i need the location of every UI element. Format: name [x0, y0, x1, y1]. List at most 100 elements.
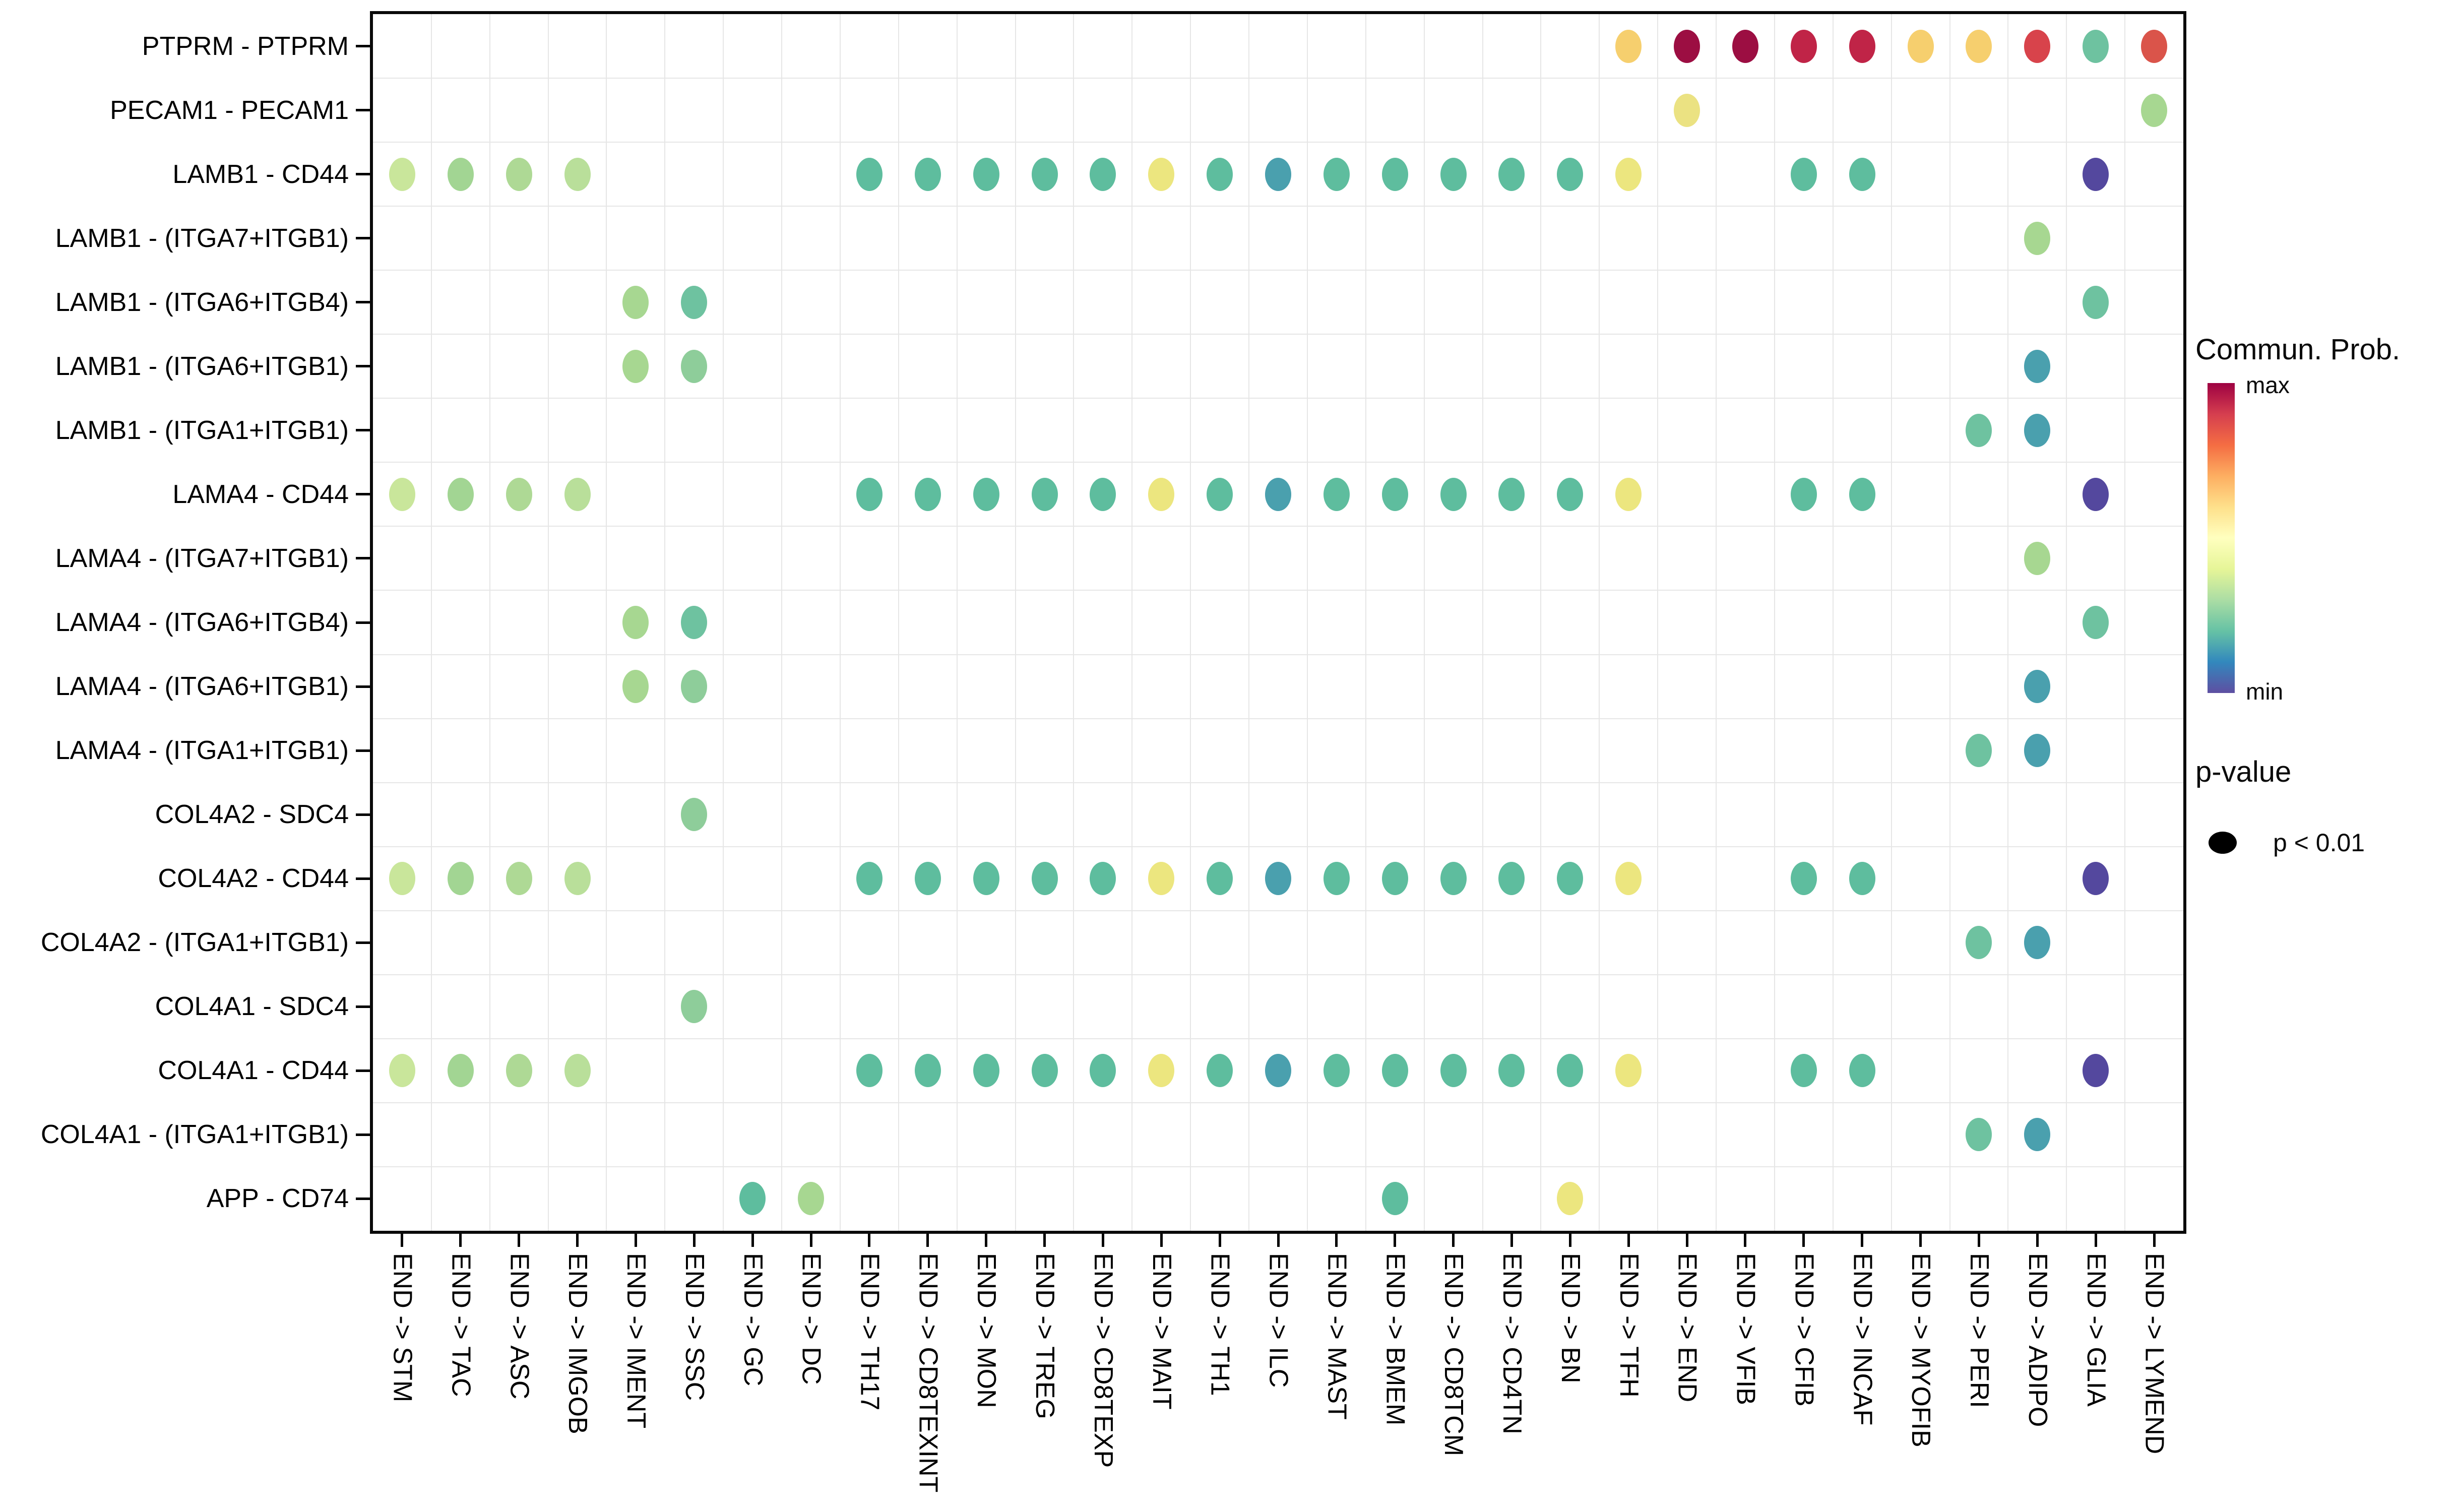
x-axis-label: END -> STM: [388, 1253, 417, 1403]
y-axis-label: LAMB1 - CD44: [172, 159, 349, 189]
colorbar: [2208, 383, 2235, 693]
y-axis-label: COL4A1 - CD44: [158, 1056, 349, 1086]
data-point: [1790, 862, 1817, 896]
data-point: [1207, 1054, 1233, 1088]
data-point: [1498, 477, 1525, 511]
y-axis-tick: [356, 557, 370, 560]
data-point: [2083, 606, 2109, 639]
x-axis-tick: [518, 1234, 521, 1247]
y-axis-label: COL4A1 - SDC4: [155, 992, 349, 1022]
data-point: [1148, 862, 1175, 896]
data-point: [506, 1054, 532, 1088]
vertical-gridline: [723, 14, 724, 1231]
x-axis-tick: [985, 1234, 988, 1247]
x-axis-tick: [401, 1234, 404, 1247]
horizontal-gridline: [373, 270, 2183, 271]
data-point: [1031, 1054, 1058, 1088]
x-axis-tick: [1802, 1234, 1805, 1247]
horizontal-gridline: [373, 718, 2183, 719]
x-axis-tick: [1510, 1234, 1513, 1247]
horizontal-gridline: [373, 398, 2183, 399]
y-axis-label: LAMA4 - (ITGA1+ITGB1): [55, 736, 349, 766]
data-point: [1090, 862, 1116, 896]
x-axis-tick: [1977, 1234, 1980, 1247]
data-point: [447, 1054, 474, 1088]
colorbar-min-label: min: [2246, 678, 2284, 705]
y-axis-tick: [356, 45, 370, 48]
data-point: [1674, 93, 1700, 127]
vertical-gridline: [489, 14, 490, 1231]
x-axis-label: END -> SSC: [679, 1253, 709, 1401]
data-point: [856, 157, 883, 191]
x-axis-tick: [2094, 1234, 2097, 1247]
data-point: [1557, 477, 1584, 511]
data-point: [1381, 157, 1408, 191]
data-point: [856, 1054, 883, 1088]
data-point: [1615, 477, 1642, 511]
data-point: [506, 477, 532, 511]
y-axis-tick: [356, 237, 370, 240]
data-point: [739, 1182, 766, 1216]
horizontal-gridline: [373, 846, 2183, 847]
data-point: [2141, 29, 2168, 63]
y-axis-tick: [356, 621, 370, 624]
data-point: [2141, 93, 2168, 127]
x-axis-label: END -> IMENT: [621, 1253, 651, 1429]
data-point: [2083, 157, 2109, 191]
data-point: [2024, 221, 2051, 255]
data-point: [1732, 29, 1758, 63]
x-axis-label: END -> LYMEND: [2139, 1253, 2169, 1455]
data-point: [681, 670, 708, 704]
data-point: [1090, 1054, 1116, 1088]
x-axis-tick: [1394, 1234, 1397, 1247]
y-axis-tick: [356, 493, 370, 496]
x-axis-label: END -> DC: [796, 1253, 826, 1385]
data-point: [1498, 1054, 1525, 1088]
data-point: [1557, 1182, 1584, 1216]
data-point: [1790, 1054, 1817, 1088]
x-axis-label: END -> CD8TEXP: [1088, 1253, 1118, 1468]
data-point: [1615, 862, 1642, 896]
x-axis-label: END -> VFIB: [1731, 1253, 1760, 1405]
y-axis-tick: [356, 429, 370, 432]
data-point: [1966, 926, 1992, 960]
data-point: [1966, 1118, 1992, 1152]
x-axis-tick: [1919, 1234, 1922, 1247]
horizontal-gridline: [373, 142, 2183, 143]
vertical-gridline: [1540, 14, 1542, 1231]
horizontal-gridline: [373, 974, 2183, 975]
data-point: [2024, 1118, 2051, 1152]
vertical-gridline: [1891, 14, 1892, 1231]
data-point: [1615, 1054, 1642, 1088]
x-axis-tick: [1452, 1234, 1455, 1247]
y-axis-tick: [356, 109, 370, 112]
data-point: [973, 1054, 999, 1088]
x-axis-tick: [751, 1234, 754, 1247]
data-point: [1966, 734, 1992, 768]
data-point: [1849, 157, 1875, 191]
x-axis-tick: [926, 1234, 929, 1247]
x-axis-tick: [2036, 1234, 2039, 1247]
x-axis-label: END -> IMGOB: [563, 1253, 593, 1434]
y-axis-tick: [356, 877, 370, 880]
data-point: [622, 606, 649, 639]
data-point: [1323, 477, 1350, 511]
y-axis-label: LAMA4 - (ITGA6+ITGB1): [55, 672, 349, 702]
x-axis-label: END -> BMEM: [1380, 1253, 1410, 1426]
vertical-gridline: [1482, 14, 1483, 1231]
data-point: [1440, 1054, 1467, 1088]
data-point: [973, 157, 999, 191]
data-point: [506, 862, 532, 896]
horizontal-gridline: [373, 206, 2183, 207]
y-axis-tick: [356, 749, 370, 752]
x-axis-label: END -> INCAF: [1848, 1253, 1877, 1426]
data-point: [2024, 349, 2051, 383]
x-axis-tick: [1568, 1234, 1571, 1247]
horizontal-gridline: [373, 590, 2183, 591]
vertical-gridline: [898, 14, 899, 1231]
data-point: [1440, 157, 1467, 191]
vertical-gridline: [781, 14, 783, 1231]
data-point: [2083, 29, 2109, 63]
x-axis-label: END -> TFH: [1614, 1253, 1644, 1398]
y-axis-tick: [356, 1133, 370, 1136]
